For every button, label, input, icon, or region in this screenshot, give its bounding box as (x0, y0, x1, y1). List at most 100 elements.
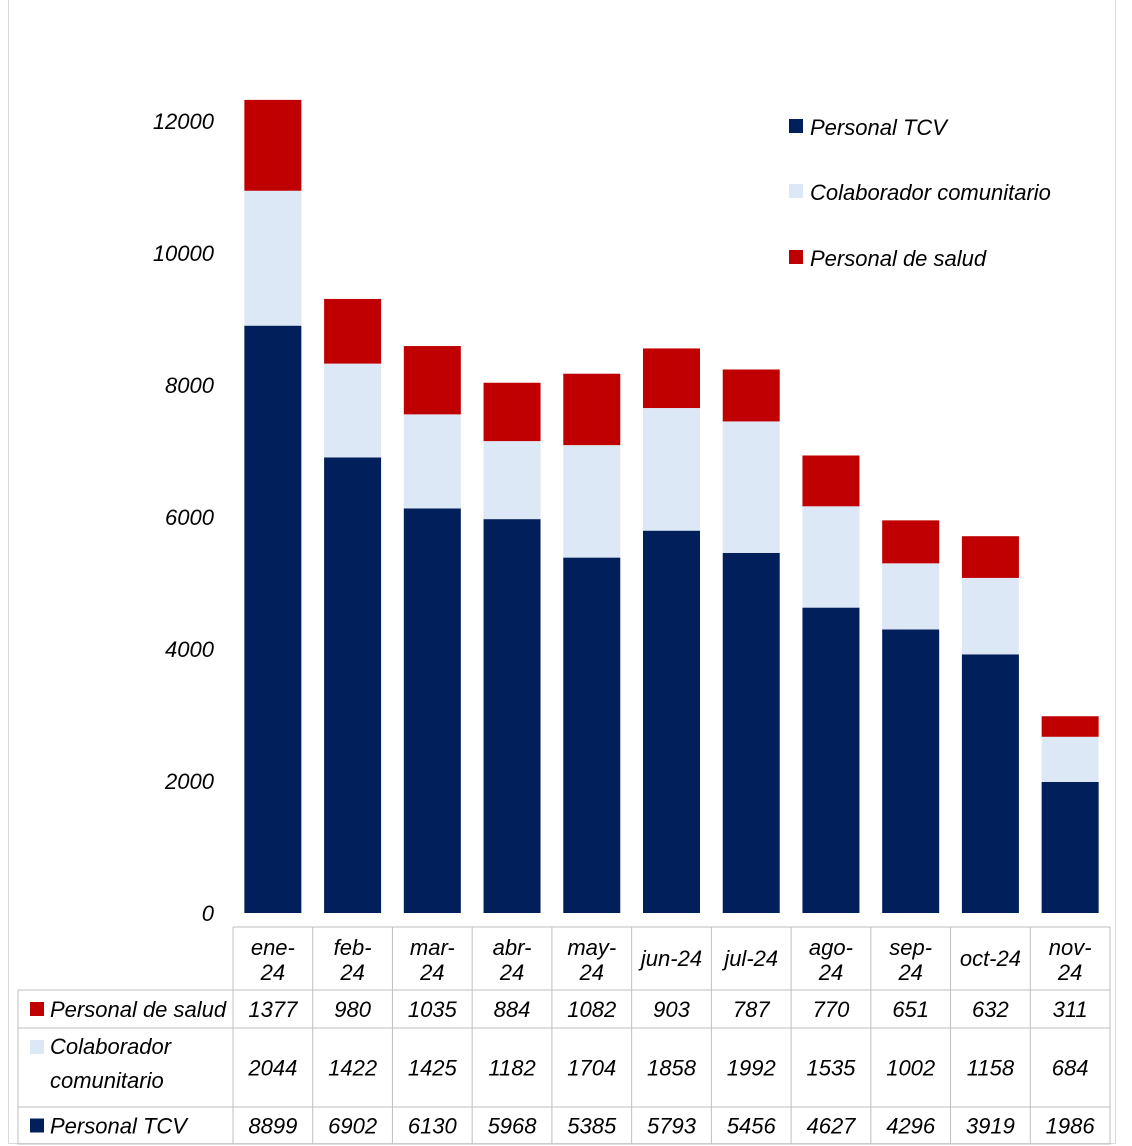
bar-segment (324, 363, 382, 458)
table-row-swatch (30, 1040, 44, 1054)
category-label: 24 (419, 960, 444, 985)
category-label: 24 (499, 960, 524, 985)
table-row-label: Colaborador (50, 1034, 173, 1059)
y-tick-label: 6000 (165, 505, 215, 530)
bar-segment (403, 414, 461, 509)
table-value: 1425 (408, 1056, 458, 1081)
bar-segment (961, 654, 1019, 913)
y-tick-label: 8000 (165, 373, 215, 398)
category-label: 24 (260, 960, 285, 985)
bar-segment (643, 530, 700, 913)
category-label: feb- (334, 935, 372, 960)
table-value: 1082 (567, 997, 616, 1022)
table-value: 1704 (567, 1056, 616, 1081)
category-label: mar- (410, 935, 455, 960)
bar-segment (961, 536, 1019, 578)
table-value: 651 (892, 997, 929, 1022)
bar-segment (244, 325, 302, 913)
table-value: 903 (653, 997, 690, 1022)
table-value: 1035 (408, 997, 458, 1022)
bar-segment (483, 441, 541, 520)
table-value: 1858 (647, 1056, 697, 1081)
table-row-swatch (30, 1002, 44, 1016)
bar-segment (324, 457, 382, 913)
bar-segment (802, 455, 860, 507)
table-row-swatch (30, 1118, 44, 1133)
bar-segment (882, 520, 940, 564)
bar-segment (324, 298, 382, 364)
table-value: 4627 (806, 1114, 856, 1139)
bar-segment (961, 577, 1019, 655)
table-value: 5793 (647, 1114, 697, 1139)
bar-segment (403, 346, 461, 415)
category-label: jul-24 (721, 946, 778, 971)
legend-swatch (789, 250, 803, 264)
table-value: 980 (334, 997, 371, 1022)
bar-segment (483, 382, 541, 442)
bar-segment (244, 190, 302, 326)
bar-segment (244, 99, 302, 191)
bar-segment (1041, 736, 1099, 782)
table-value: 1422 (328, 1056, 377, 1081)
table-value: 1535 (806, 1056, 856, 1081)
category-label: may- (567, 935, 616, 960)
bar-segment (722, 552, 780, 913)
bar-segment (643, 348, 700, 409)
y-tick-label: 0 (202, 901, 215, 926)
table-value: 6902 (328, 1114, 377, 1139)
legend-swatch (789, 184, 803, 198)
table-value: 3919 (966, 1114, 1015, 1139)
bar-segment (403, 508, 461, 913)
table-value: 1377 (248, 997, 298, 1022)
table-value: 5456 (727, 1114, 777, 1139)
category-label: nov- (1049, 935, 1092, 960)
legend-label: Personal de salud (810, 246, 987, 271)
table-value: 787 (733, 997, 770, 1022)
table-row-label: Personal TCV (50, 1114, 189, 1139)
bar-segment (483, 519, 541, 913)
table-value: 1182 (488, 1056, 535, 1081)
category-label: 24 (579, 960, 604, 985)
category-label: abr- (493, 935, 532, 960)
bar-segment (882, 629, 940, 913)
bar-segment (882, 563, 940, 630)
table-value: 4296 (886, 1114, 936, 1139)
y-tick-label: 2000 (164, 769, 215, 794)
bar-segment (802, 506, 860, 608)
bar-segment (563, 373, 621, 446)
table-row-label: comunitario (50, 1068, 164, 1093)
category-label: 24 (1057, 960, 1082, 985)
bar-segment (643, 408, 700, 531)
legend-label: Personal TCV (810, 115, 949, 140)
y-tick-label: 10000 (153, 241, 215, 266)
table-value: 311 (1053, 997, 1088, 1022)
table-value: 770 (813, 997, 850, 1022)
bar-segment (563, 445, 621, 558)
category-label: ago- (809, 935, 853, 960)
category-label: ene- (251, 935, 295, 960)
bar-segment (802, 607, 860, 913)
bar-segment (722, 369, 780, 422)
table-value: 5385 (567, 1114, 617, 1139)
bar-segment (1041, 781, 1099, 913)
category-label: 24 (818, 960, 843, 985)
bar-segment (1041, 716, 1099, 737)
y-tick-label: 4000 (165, 637, 215, 662)
table-row-label: Personal de salud (50, 997, 227, 1022)
table-value: 1992 (727, 1056, 776, 1081)
table-value: 8899 (248, 1114, 297, 1139)
category-label: 24 (897, 960, 922, 985)
category-label: jun-24 (638, 946, 702, 971)
table-value: 684 (1052, 1056, 1089, 1081)
table-value: 2044 (247, 1056, 297, 1081)
table-value: 632 (972, 997, 1009, 1022)
category-label: sep- (889, 935, 932, 960)
table-value: 5968 (488, 1114, 538, 1139)
y-tick-label: 12000 (153, 109, 215, 134)
legend-swatch (789, 119, 803, 133)
table-value: 1986 (1046, 1114, 1096, 1139)
table-value: 1158 (967, 1056, 1015, 1081)
table-value: 884 (494, 997, 531, 1022)
category-label: 24 (339, 960, 364, 985)
